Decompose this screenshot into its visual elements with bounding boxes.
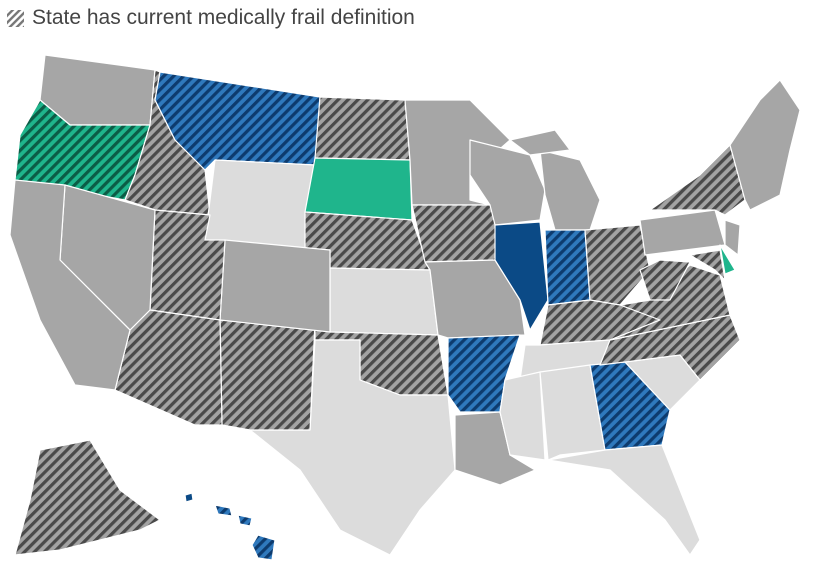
state [539,149,601,231]
state [724,219,741,256]
state [547,444,701,556]
state [599,314,741,381]
state [469,139,546,226]
state [304,157,413,221]
state [649,144,746,216]
state [411,204,506,263]
state [639,209,726,256]
state [9,179,131,391]
state [639,259,691,301]
state [539,364,606,461]
legend-label: State has current medically frail defini… [32,6,415,29]
state [584,224,651,306]
state [329,267,439,336]
state [509,129,571,156]
states [9,54,801,561]
state [729,79,801,211]
state [184,492,194,503]
state [544,229,591,306]
state [219,319,316,431]
legend-swatch [7,10,24,27]
state [214,504,233,517]
state [404,99,511,206]
state [237,514,253,527]
state [719,244,736,275]
state [14,439,161,556]
state [494,221,549,331]
state [689,249,726,281]
legend: State has current medically frail defini… [6,6,415,30]
state [499,371,546,461]
state [251,534,276,561]
state [204,159,316,251]
state [314,96,411,161]
state [219,239,331,333]
